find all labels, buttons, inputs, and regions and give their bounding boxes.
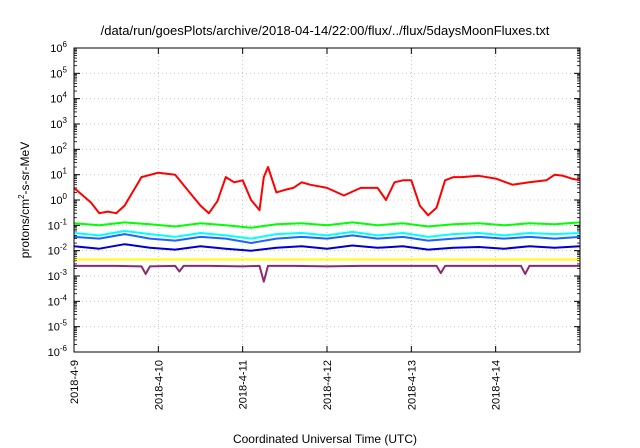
plot-series [73, 166, 581, 283]
y-tick-mantissa: 10 [50, 119, 62, 131]
y-tick-mantissa: 10 [48, 220, 60, 232]
y-tick-label: 102 [50, 141, 67, 156]
y-tick-label: 10-6 [48, 344, 68, 359]
y-tick-label: 106 [50, 40, 67, 55]
y-axis-label-sup: 2 [17, 194, 26, 199]
y-tick-label: 10-5 [48, 319, 68, 334]
y-tick-exponent: -3 [60, 268, 68, 277]
y-tick-mantissa: 10 [48, 322, 60, 334]
y-tick-exponent: 4 [63, 91, 68, 100]
y-tick-label: 10-2 [48, 243, 68, 258]
y-tick-exponent: -1 [60, 217, 68, 226]
x-tick-labels: 2018-4-9 2018-4-10 2018-4-11 2018-4-12 2018-… [69, 360, 503, 410]
y-tick-labels: 10-610-510-410-310-210-11001011021031041… [48, 40, 68, 359]
y-tick-label: 10-3 [48, 268, 68, 283]
y-tick-mantissa: 10 [48, 271, 60, 283]
y-tick-label: 105 [50, 65, 67, 80]
series-line-1 [73, 221, 581, 229]
x-tick-label: 2018-4-13 [406, 360, 418, 410]
y-tick-mantissa: 10 [48, 347, 60, 359]
y-tick-exponent: -4 [60, 293, 68, 302]
y-tick-exponent: 5 [63, 65, 68, 74]
y-tick-exponent: 2 [63, 141, 68, 150]
series-line-3 [73, 233, 581, 244]
x-tick-label: 2018-4-10 [153, 360, 165, 410]
y-tick-mantissa: 10 [50, 94, 62, 106]
x-tick-label: 2018-4-9 [69, 360, 81, 404]
y-tick-mantissa: 10 [50, 144, 62, 156]
y-tick-exponent: 0 [63, 192, 68, 201]
y-tick-exponent: 1 [63, 167, 68, 176]
series-line-6 [74, 264, 580, 283]
y-tick-exponent: -2 [60, 243, 68, 252]
y-tick-mantissa: 10 [50, 43, 62, 55]
x-tick-label: 2018-4-12 [322, 360, 334, 410]
y-tick-label: 103 [50, 116, 67, 131]
y-tick-exponent: -6 [60, 344, 68, 353]
y-tick-mantissa: 10 [48, 296, 60, 308]
chart-title: /data/run/goesPlots/archive/2018-04-14/2… [101, 23, 550, 38]
x-tick-label: 2018-4-14 [491, 360, 503, 410]
y-axis-label: protons/cm2-s-sr-MeV [17, 142, 32, 258]
y-tick-mantissa: 10 [48, 246, 60, 258]
x-tick-label: 2018-4-11 [238, 360, 250, 409]
y-tick-label: 100 [50, 192, 67, 207]
series-line-0 [73, 166, 581, 217]
y-tick-exponent: 6 [63, 40, 68, 49]
series-line-4 [73, 243, 581, 252]
y-tick-mantissa: 10 [50, 195, 62, 207]
y-tick-mantissa: 10 [50, 170, 62, 182]
y-tick-exponent: 3 [63, 116, 68, 125]
x-axis-label: Coordinated Universal Time (UTC) [233, 432, 417, 446]
y-tick-label: 104 [50, 91, 67, 106]
series-line-2 [73, 230, 581, 240]
y-axis-label-base: protons/cm [18, 199, 32, 258]
plot-frame [73, 47, 581, 353]
y-tick-label: 101 [50, 167, 67, 182]
y-tick-exponent: -5 [60, 319, 68, 328]
y-tick-mantissa: 10 [50, 68, 62, 80]
y-tick-label: 10-4 [48, 293, 68, 308]
y-tick-label: 10-1 [48, 217, 68, 232]
grid [73, 47, 580, 353]
y-axis-label-rest: -s-sr-MeV [18, 142, 32, 195]
